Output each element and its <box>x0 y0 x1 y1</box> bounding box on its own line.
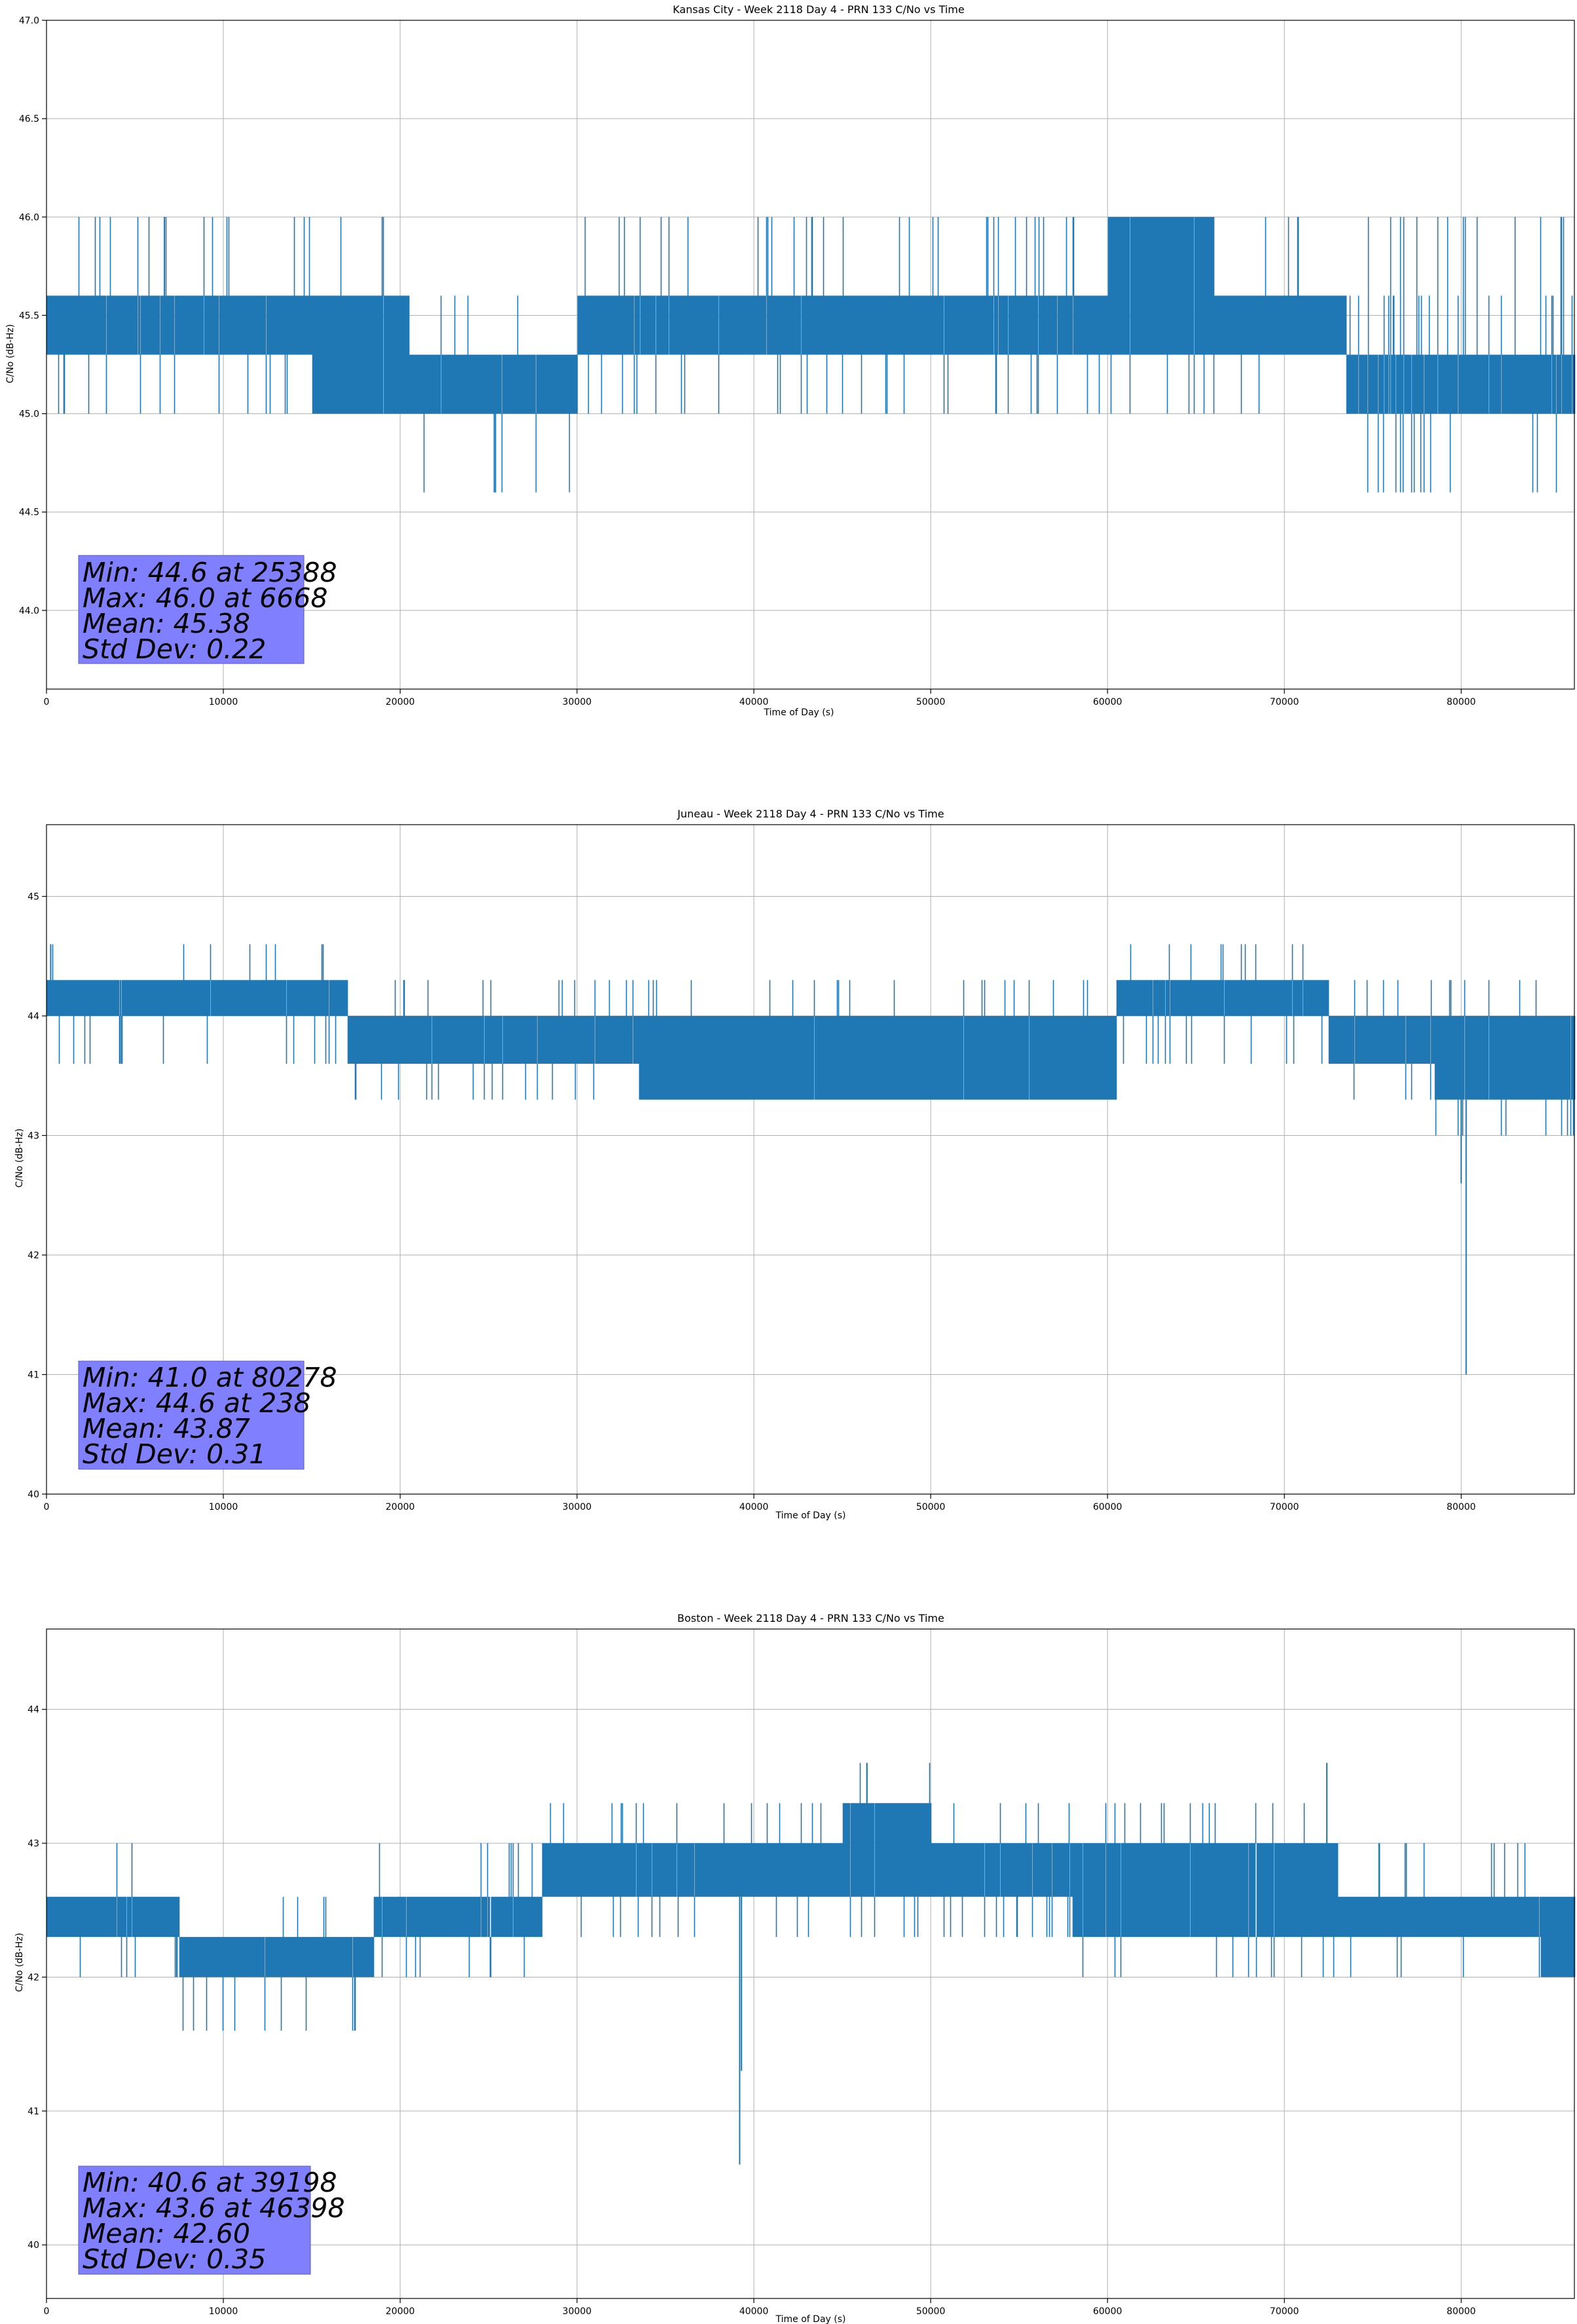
stat-max: Max: 43.6 at 46398 <box>83 2192 345 2224</box>
y-tick-label: 41 <box>28 1370 39 1381</box>
y-tick-label: 42 <box>28 1972 39 1983</box>
y-tick-label: 45.5 <box>19 310 39 321</box>
x-tick-label: 10000 <box>209 1502 238 1512</box>
y-tick-label: 40 <box>28 1490 39 1500</box>
chart-title: Juneau - Week 2118 Day 4 - PRN 133 C/No … <box>677 808 944 820</box>
x-tick-label: 60000 <box>1093 1502 1122 1512</box>
stat-mean: Mean: 42.60 <box>83 2218 250 2249</box>
x-axis-label: Time of Day (s) <box>775 1510 846 1521</box>
y-axis-label: C/No (dB-Hz) <box>5 324 16 383</box>
y-tick-label: 44 <box>28 1011 39 1022</box>
stat-std: Std Dev: 0.35 <box>83 2243 266 2275</box>
x-tick-label: 40000 <box>739 1502 769 1512</box>
x-tick-label: 40000 <box>739 697 769 707</box>
x-tick-label: 70000 <box>1270 2306 1299 2317</box>
x-tick-label: 80000 <box>1447 2306 1476 2317</box>
x-tick-label: 30000 <box>563 2306 592 2317</box>
x-axis-label: Time of Day (s) <box>775 2314 846 2324</box>
x-tick-label: 40000 <box>739 2306 769 2317</box>
subplot-juneau: Juneau - Week 2118 Day 4 - PRN 133 C/No … <box>14 808 1576 1521</box>
stats-box: Min: 44.6 at 25388 Max: 46.0 at 6668 Mea… <box>78 555 337 665</box>
stat-max: Max: 44.6 at 238 <box>83 1387 310 1419</box>
stats-box-background <box>78 555 305 664</box>
chart-title: Boston - Week 2118 Day 4 - PRN 133 C/No … <box>677 1612 944 1624</box>
x-tick-label: 10000 <box>209 697 238 707</box>
y-tick-label: 45 <box>28 892 39 903</box>
x-tick-label: 0 <box>44 697 50 707</box>
x-tick-label: 50000 <box>916 697 946 707</box>
x-tick-label: 70000 <box>1270 1502 1299 1512</box>
stat-std: Std Dev: 0.31 <box>83 1438 266 1470</box>
x-tick-label: 80000 <box>1447 1502 1476 1512</box>
stat-min: Min: 40.6 at 39198 <box>83 2167 337 2198</box>
y-tick-label: 43 <box>28 1131 39 1142</box>
y-tick-label: 46.5 <box>19 114 39 124</box>
axes-frame <box>46 824 1575 1495</box>
subplot-kansas-city: Kansas City - Week 2118 Day 4 - PRN 133 … <box>5 3 1576 718</box>
x-tick-label: 30000 <box>563 1502 592 1512</box>
y-tick-label: 47.0 <box>19 16 39 26</box>
x-tick-label: 60000 <box>1093 2306 1122 2317</box>
stat-mean: Mean: 45.38 <box>83 608 250 639</box>
x-tick-label: 50000 <box>916 1502 946 1512</box>
y-tick-label: 44.5 <box>19 508 39 518</box>
x-tick-label: 0 <box>44 1502 50 1512</box>
y-tick-label: 42 <box>28 1250 39 1261</box>
x-axis-label: Time of Day (s) <box>764 707 834 718</box>
x-tick-label: 20000 <box>386 697 415 707</box>
stats-box-background <box>78 2165 311 2275</box>
y-tick-label: 44 <box>28 1705 39 1715</box>
x-tick-label: 20000 <box>386 2306 415 2317</box>
x-tick-label: 30000 <box>563 697 592 707</box>
y-tick-label: 43 <box>28 1839 39 1849</box>
y-axis-label: C/No (dB-Hz) <box>14 1933 25 1992</box>
chart-title: Kansas City - Week 2118 Day 4 - PRN 133 … <box>673 3 964 16</box>
y-tick-label: 40 <box>28 2240 39 2251</box>
y-tick-label: 45.0 <box>19 409 39 420</box>
stat-mean: Mean: 43.87 <box>83 1413 250 1444</box>
x-tick-label: 70000 <box>1270 697 1299 707</box>
x-tick-label: 80000 <box>1447 697 1476 707</box>
x-tick-label: 0 <box>44 2306 50 2317</box>
stats-box: Min: 40.6 at 39198 Max: 43.6 at 46398 Me… <box>78 2165 345 2275</box>
x-tick-label: 60000 <box>1093 697 1122 707</box>
stats-box: Min: 41.0 at 80278 Max: 44.6 at 238 Mean… <box>78 1360 337 1470</box>
y-tick-label: 44.0 <box>19 606 39 616</box>
stat-min: Min: 44.6 at 25388 <box>83 557 337 588</box>
x-tick-label: 20000 <box>386 1502 415 1512</box>
stats-box-background <box>78 1360 305 1470</box>
stat-max: Max: 46.0 at 6668 <box>83 582 328 614</box>
subplot-boston: Boston - Week 2118 Day 4 - PRN 133 C/No … <box>14 1612 1576 2324</box>
axes-frame <box>46 1628 1575 2299</box>
x-tick-label: 50000 <box>916 2306 946 2317</box>
stat-min: Min: 41.0 at 80278 <box>83 1362 337 1393</box>
x-tick-label: 10000 <box>209 2306 238 2317</box>
axes-frame <box>46 20 1575 690</box>
y-tick-label: 46.0 <box>19 212 39 223</box>
y-tick-label: 41 <box>28 2107 39 2117</box>
stat-std: Std Dev: 0.22 <box>83 633 266 665</box>
y-axis-label: C/No (dB-Hz) <box>14 1129 25 1188</box>
